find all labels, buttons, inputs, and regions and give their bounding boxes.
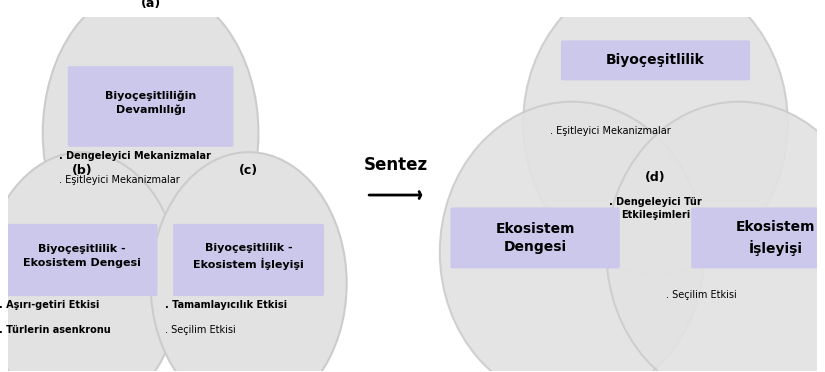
Text: (a): (a) (140, 0, 161, 10)
FancyBboxPatch shape (173, 224, 324, 296)
Text: . Eşitleyici Mekanizmalar: . Eşitleyici Mekanizmalar (59, 176, 180, 185)
Text: (c): (c) (239, 164, 258, 177)
Text: . Dengeleyici Mekanizmalar: . Dengeleyici Mekanizmalar (59, 151, 211, 161)
Text: Biyoçeşitlilik: Biyoçeşitlilik (606, 53, 705, 67)
Text: . Eşitleyici Mekanizmalar: . Eşitleyici Mekanizmalar (549, 126, 671, 136)
Text: Ekosistem
Dengesi: Ekosistem Dengesi (495, 222, 575, 254)
Ellipse shape (43, 0, 258, 281)
Text: Biyoçeşitlilik -
Ekosistem İşleyişi: Biyoçeşitlilik - Ekosistem İşleyişi (193, 243, 304, 270)
Text: (b): (b) (72, 164, 92, 177)
Text: . Aşırı-getiri Etkisi: . Aşırı-getiri Etkisi (0, 300, 99, 310)
FancyBboxPatch shape (691, 208, 825, 269)
Text: Sentez: Sentez (364, 156, 427, 174)
FancyBboxPatch shape (68, 66, 233, 147)
Text: . Seçilim Etkisi: . Seçilim Etkisi (666, 290, 737, 300)
FancyBboxPatch shape (450, 208, 620, 269)
Ellipse shape (606, 102, 825, 372)
FancyBboxPatch shape (7, 224, 158, 296)
Text: . Türlerin asenkronu: . Türlerin asenkronu (0, 325, 111, 335)
FancyBboxPatch shape (561, 40, 750, 80)
Ellipse shape (151, 152, 346, 372)
Text: . Tamamlayıcılık Etkisi: . Tamamlayıcılık Etkisi (165, 300, 287, 310)
Text: . Seçilim Etkisi: . Seçilim Etkisi (165, 325, 236, 335)
Text: Ekosistem
İşleyişi: Ekosistem İşleyişi (736, 220, 816, 256)
Ellipse shape (440, 102, 705, 372)
Text: (d): (d) (645, 171, 666, 185)
Ellipse shape (523, 0, 788, 274)
Text: . Dengeleyici Tür
Etkileşimleri: . Dengeleyici Tür Etkileşimleri (609, 197, 702, 220)
Text: Biyoçeşitliliğin
Devamlılığı: Biyoçeşitliliğin Devamlılığı (105, 90, 196, 115)
Text: Biyoçeşitlilik -
Ekosistem Dengesi: Biyoçeşitlilik - Ekosistem Dengesi (23, 244, 141, 268)
Ellipse shape (0, 152, 180, 372)
